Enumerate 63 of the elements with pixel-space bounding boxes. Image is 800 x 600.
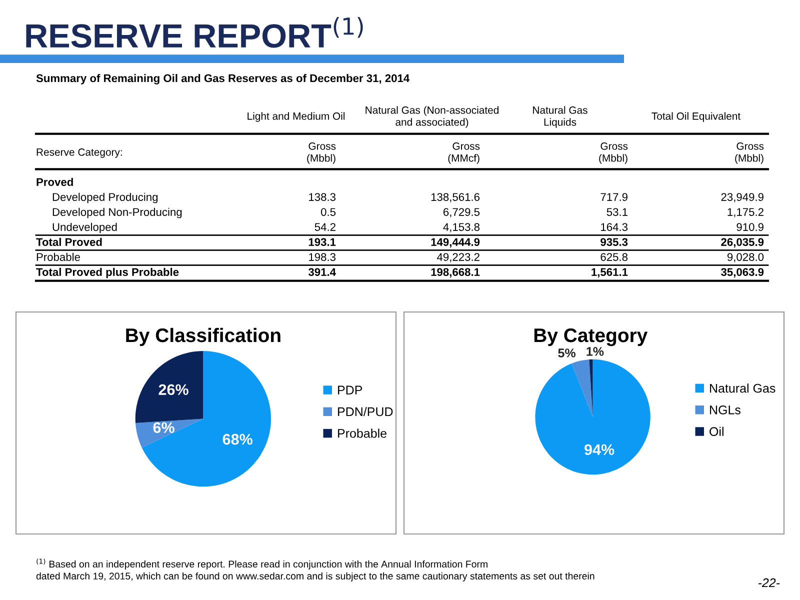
text: 53.1	[606, 208, 628, 216]
text: 54.2	[314, 223, 336, 231]
text: 198,668.1	[431, 268, 480, 278]
text: RESERVE REPORT$^{(1)}$	[26, 16, 363, 48]
text: Total Oil Equivalent	[652, 112, 741, 122]
text: Total Proved plus Probable	[36, 268, 179, 278]
text: Summary of Remaining Oil and Gas Reserves as of December 31, 2014	[36, 74, 410, 84]
text: Light and Medium Oil	[248, 112, 345, 122]
text: 149,444.9	[431, 238, 480, 248]
text: Developed Non-Producing	[52, 208, 182, 218]
text: 198.3	[309, 253, 336, 261]
text: Total Proved	[36, 238, 102, 246]
text: Gross (Mbbl)	[307, 142, 336, 164]
text: Reserve Category:	[36, 148, 122, 158]
text: 717.9	[600, 193, 628, 201]
text: Undeveloped	[52, 222, 117, 234]
data-label: 26%	[158, 384, 188, 396]
pie-slice	[135, 350, 204, 424]
text: 193.1	[308, 238, 336, 246]
text: -22-	[758, 578, 780, 588]
text: 0.5	[320, 208, 336, 216]
text: 4,153.8	[443, 223, 480, 232]
text: 23,949.9	[721, 193, 764, 202]
text: $^{(1)}$ Based on an independent reserve report. Please read in conjunction with the Annual Information Form dated March 19, 2015, which can be found on www.sedar.com and is subject to the same cautionary statements as set out therein	[36, 558, 594, 582]
legend-label: Oil	[710, 426, 724, 436]
text: Probable	[36, 252, 80, 261]
data-label: 5%	[558, 348, 576, 358]
text: 9,028.0	[727, 253, 764, 262]
legend-label: Natural Gas	[710, 384, 776, 393]
legend-label: PDN/PUD	[338, 406, 393, 416]
text: Natural Gas (Non-associated and associated)	[366, 106, 498, 128]
text: 49,223.2	[437, 253, 480, 262]
pie-slice	[142, 350, 272, 487]
text: 138,561.6	[431, 193, 480, 202]
legend-label: Probable	[338, 428, 386, 438]
text: 391.4	[308, 268, 336, 276]
text: 6,729.5	[443, 208, 480, 218]
text: 625.8	[600, 253, 628, 261]
text: Developed Producing	[52, 192, 158, 204]
text: 1,175.2	[728, 208, 764, 218]
data-label: 6%	[153, 422, 174, 434]
text: Gross (Mbbl)	[735, 142, 764, 164]
text: Proved	[36, 178, 73, 186]
legend-label: NGLs	[710, 406, 740, 414]
chart-title: By Classification	[126, 328, 280, 346]
chart-title: By Category	[534, 328, 648, 346]
data-label: 1%	[586, 347, 604, 356]
text: 35,063.9	[721, 268, 764, 278]
text: Gross (MMcf)	[448, 142, 480, 164]
text: 1,561.1	[592, 268, 628, 278]
pie-slice	[535, 359, 650, 475]
data-label: 94%	[584, 444, 614, 456]
pie-slice	[589, 359, 593, 417]
text: 164.3	[601, 223, 628, 231]
text: 910.9	[736, 223, 764, 231]
text: 138.3	[309, 193, 336, 201]
text: 26,035.9	[721, 238, 764, 248]
legend-label: PDP	[338, 386, 362, 394]
text: Gross (Mbbl)	[599, 142, 628, 164]
text: Natural Gas Liquids	[533, 106, 588, 128]
data-label: 68%	[222, 434, 252, 445]
text: 935.3	[600, 238, 628, 246]
pie-slice	[572, 360, 593, 417]
